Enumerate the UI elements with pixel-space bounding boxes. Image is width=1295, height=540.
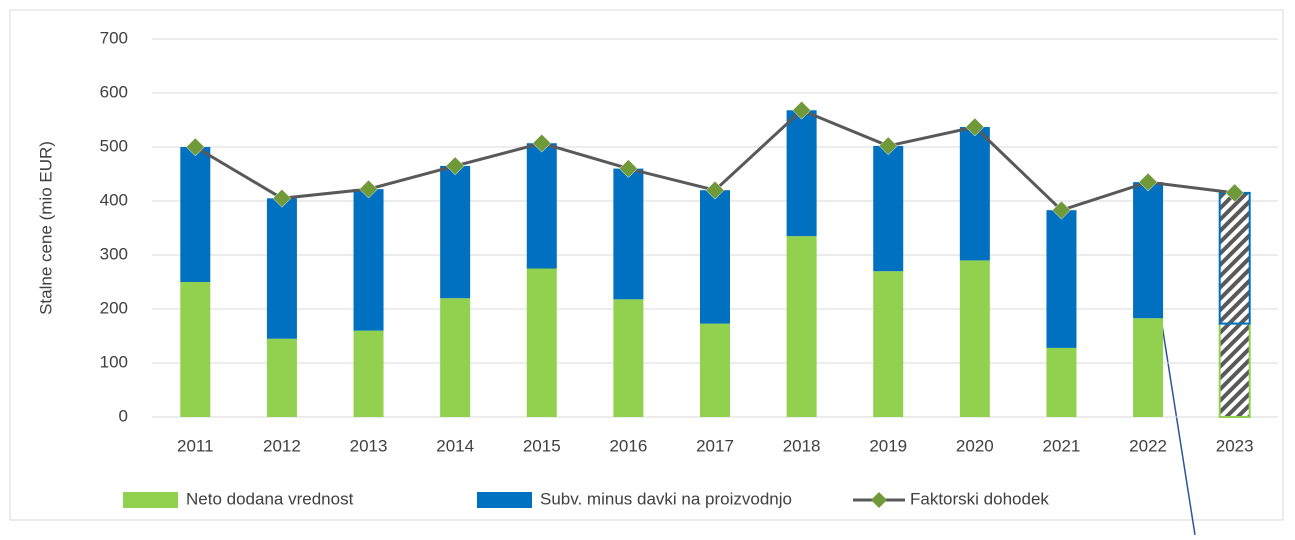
x-tick-label: 2017 (696, 436, 734, 455)
line-marker (272, 188, 292, 208)
bar (266, 338, 297, 417)
bar (526, 143, 557, 269)
x-tick-label: 2022 (1129, 436, 1167, 455)
bar (1133, 182, 1164, 319)
y-tick-label: 400 (100, 190, 128, 209)
bar (786, 110, 817, 237)
bar (353, 330, 384, 417)
y-tick-label: 500 (100, 136, 128, 155)
bar (959, 127, 990, 261)
bar (1133, 318, 1164, 417)
legend-label: Faktorski dohodek (910, 489, 1049, 508)
bar (440, 165, 471, 299)
x-tick-label: 2023 (1216, 436, 1254, 455)
line-marker (1138, 172, 1158, 192)
bar (1046, 210, 1077, 348)
bar (526, 268, 557, 417)
bar (266, 198, 297, 339)
x-tick-label: 2011 (177, 436, 214, 455)
bar (959, 260, 990, 417)
line-marker (445, 156, 465, 176)
line-marker (792, 100, 811, 120)
y-tick-label: 0 (119, 406, 128, 425)
bar (873, 271, 904, 417)
y-axis-label: Stalne cene (mio EUR) (36, 141, 55, 315)
x-tick-label: 2020 (956, 436, 994, 455)
line-marker (705, 180, 725, 200)
bar (786, 236, 817, 417)
x-tick-label: 2021 (1043, 436, 1081, 455)
legend-label: Neto dodana vrednost (186, 489, 354, 508)
y-tick-label: 200 (100, 298, 128, 317)
x-tick-label: 2012 (263, 436, 301, 455)
bar (1218, 322, 1251, 418)
line-marker (619, 159, 638, 178)
x-tick-label: 2015 (523, 436, 561, 455)
line-marker (965, 117, 985, 137)
line-marker (532, 133, 552, 153)
bar (440, 298, 471, 417)
bar (353, 189, 384, 331)
chart-border (9, 9, 1284, 521)
line-marker (1225, 183, 1245, 203)
bar (873, 145, 904, 272)
line-marker (359, 179, 378, 199)
legend-swatch (477, 492, 532, 508)
x-tick-label: 2018 (783, 436, 821, 455)
y-tick-label: 600 (100, 82, 128, 101)
y-tick-label: 700 (100, 28, 128, 47)
legend-marker (871, 492, 887, 508)
bar (613, 168, 644, 300)
bar (180, 282, 211, 417)
x-tick-label: 2019 (869, 436, 907, 455)
bar (1046, 347, 1077, 417)
line-marker (1052, 200, 1071, 220)
line-marker (185, 137, 205, 157)
bar (700, 190, 730, 324)
bar (180, 147, 211, 282)
x-tick-label: 2014 (436, 436, 474, 455)
bar (613, 299, 644, 417)
bar (700, 323, 730, 417)
y-tick-label: 100 (100, 352, 128, 371)
y-tick-label: 300 (100, 244, 128, 263)
legend-label: Subv. minus davki na proizvodnjo (540, 489, 792, 508)
line-marker (878, 136, 898, 156)
x-tick-label: 2016 (609, 436, 647, 455)
legend-swatch (123, 492, 178, 508)
x-tick-label: 2013 (350, 436, 388, 455)
bar (1218, 191, 1251, 325)
